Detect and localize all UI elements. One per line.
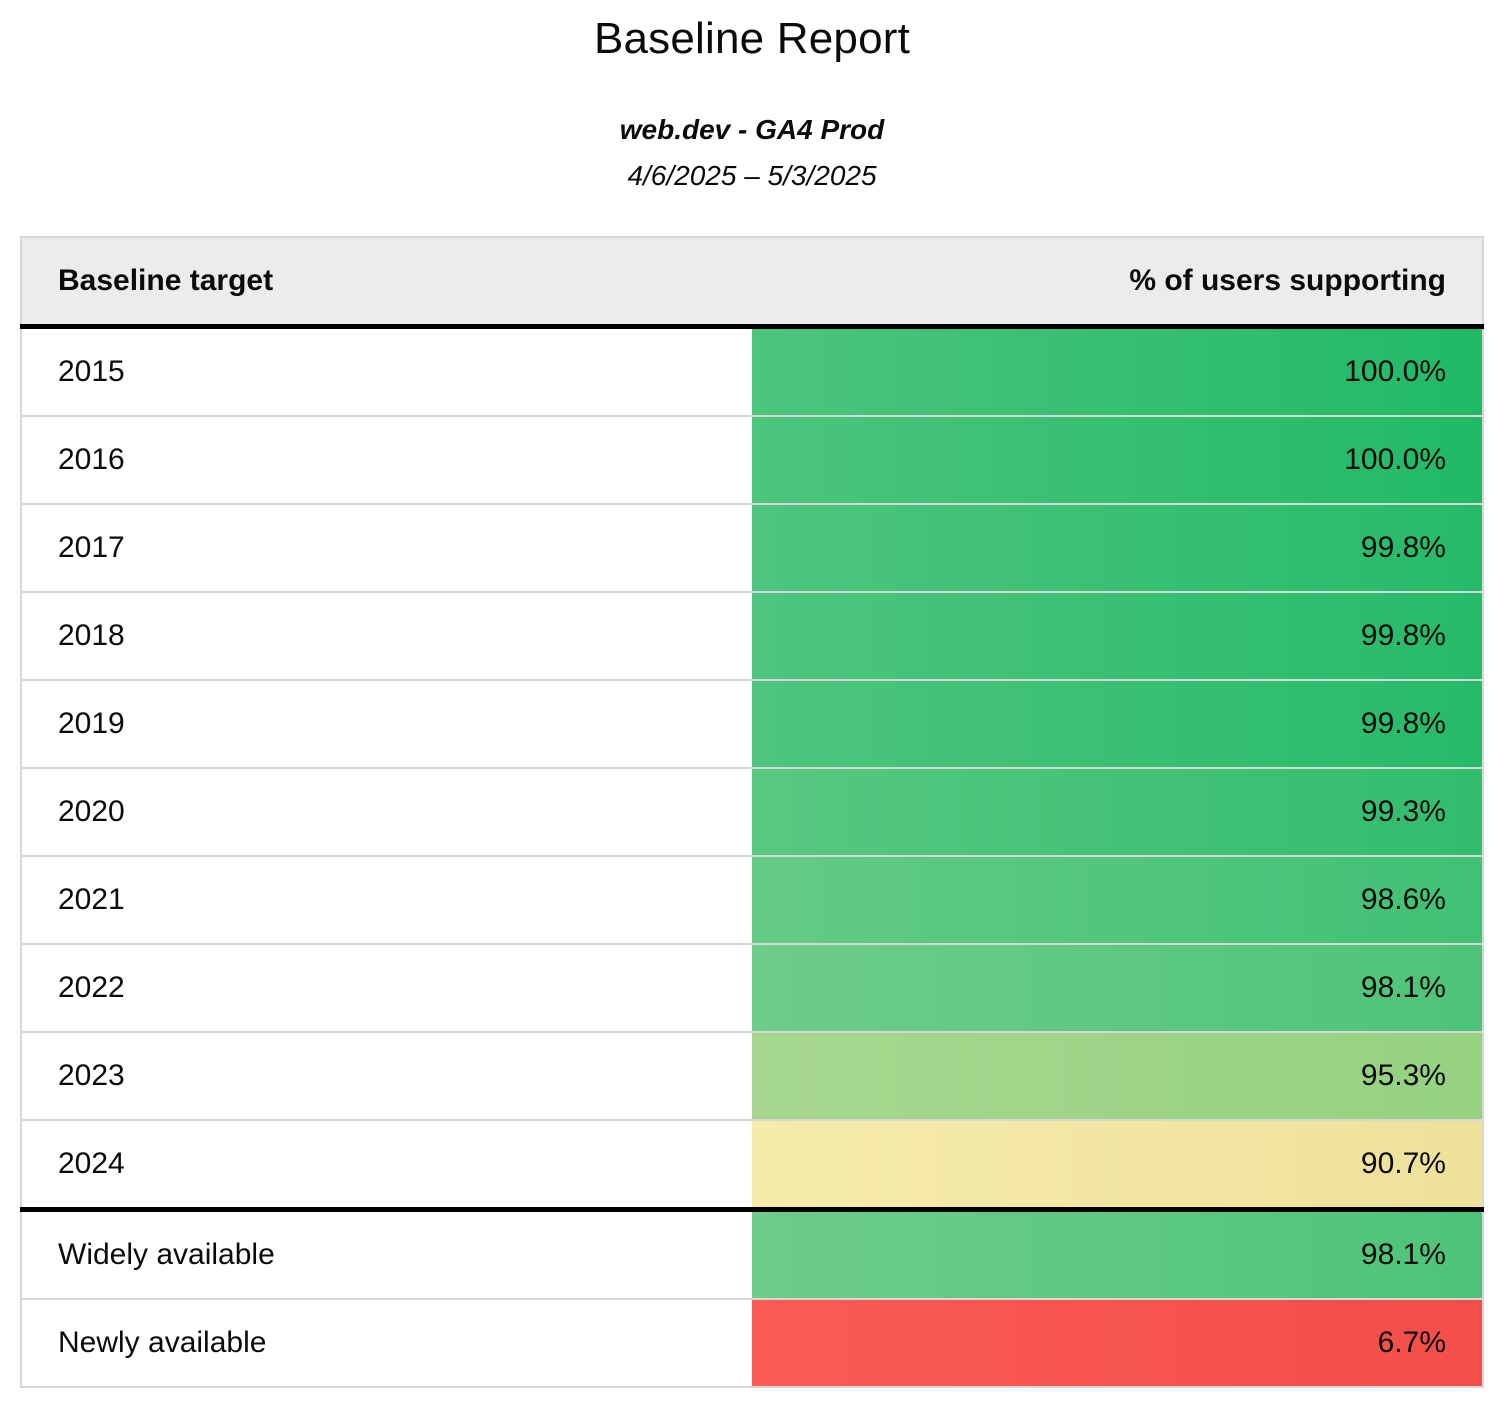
support-value-cell: 95.3% <box>752 1031 1483 1120</box>
baseline-target-cell: 2022 <box>21 943 752 1032</box>
table-row: 2022 98.1% <box>21 943 1483 1032</box>
table-body: 2015 100.0% 2016 100.0% 2017 99.8% 2018 99.8% 20… <box>21 326 1483 1387</box>
baseline-target-cell: 2019 <box>21 679 752 768</box>
report-header: Baseline Report web.dev - GA4 Prod 4/6/2… <box>0 0 1504 192</box>
table-row: Newly available 6.7% <box>21 1298 1483 1387</box>
support-value-cell: 98.6% <box>752 855 1483 944</box>
baseline-target-cell: 2017 <box>21 503 752 592</box>
support-value-cell: 6.7% <box>752 1298 1483 1387</box>
column-header-baseline-target: Baseline target <box>21 237 752 329</box>
table-header: Baseline target % of users supporting <box>21 237 1483 329</box>
table-row: 2017 99.8% <box>21 503 1483 592</box>
support-value-cell: 98.1% <box>752 943 1483 1032</box>
report-date-range: 4/6/2025 – 5/3/2025 <box>627 160 877 191</box>
support-value-cell: 100.0% <box>752 326 1483 416</box>
report-subtitle: web.dev - GA4 Prod <box>619 114 885 145</box>
support-value-cell: 99.8% <box>752 591 1483 680</box>
column-header-percent-supporting: % of users supporting <box>752 237 1483 329</box>
header-row: Baseline target % of users supporting <box>21 237 1483 329</box>
table-row: 2024 90.7% <box>21 1119 1483 1210</box>
baseline-table: Baseline target % of users supporting 20… <box>20 236 1484 1388</box>
baseline-target-cell: Newly available <box>21 1298 752 1387</box>
support-value-cell: 99.3% <box>752 767 1483 856</box>
support-value-cell: 100.0% <box>752 415 1483 504</box>
page-title: Baseline Report <box>593 14 911 63</box>
baseline-target-cell: 2018 <box>21 591 752 680</box>
support-value-cell: 99.8% <box>752 503 1483 592</box>
baseline-target-cell: 2015 <box>21 326 752 416</box>
support-value-cell: 99.8% <box>752 679 1483 768</box>
table-row: Widely available 98.1% <box>21 1207 1483 1299</box>
table-row: 2016 100.0% <box>21 415 1483 504</box>
baseline-target-cell: 2020 <box>21 767 752 856</box>
baseline-target-cell: 2023 <box>21 1031 752 1120</box>
table-row: 2019 99.8% <box>21 679 1483 768</box>
baseline-target-cell: 2021 <box>21 855 752 944</box>
baseline-target-cell: Widely available <box>21 1207 752 1299</box>
table-row: 2021 98.6% <box>21 855 1483 944</box>
support-value-cell: 98.1% <box>752 1207 1483 1299</box>
table-row: 2018 99.8% <box>21 591 1483 680</box>
baseline-target-cell: 2016 <box>21 415 752 504</box>
table-row: 2015 100.0% <box>21 326 1483 416</box>
table-row: 2023 95.3% <box>21 1031 1483 1120</box>
baseline-target-cell: 2024 <box>21 1119 752 1210</box>
table-row: 2020 99.3% <box>21 767 1483 856</box>
support-value-cell: 90.7% <box>752 1119 1483 1210</box>
